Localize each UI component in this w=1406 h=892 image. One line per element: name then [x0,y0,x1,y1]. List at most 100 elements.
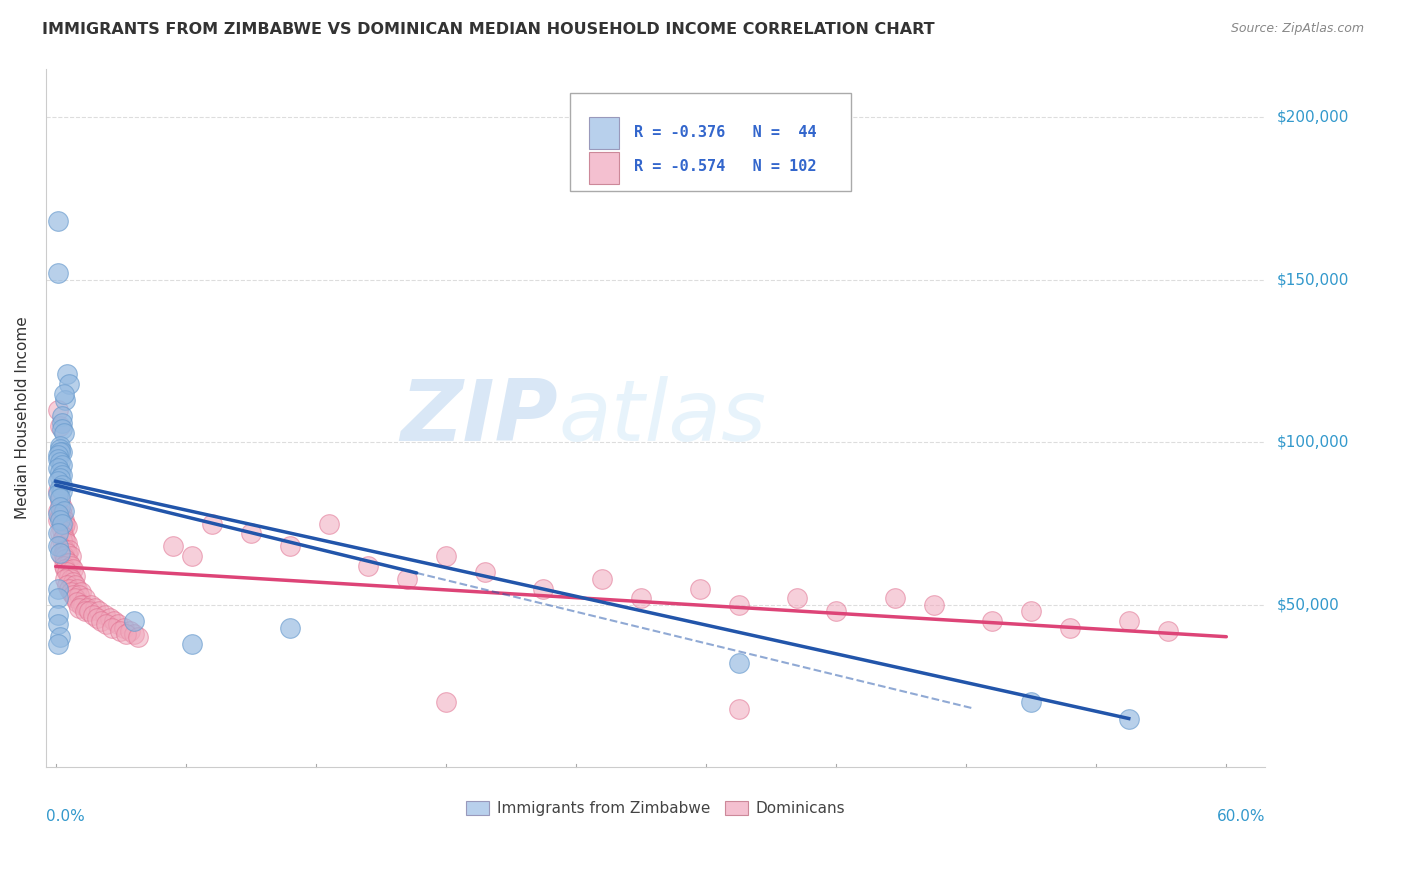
Point [122,627,145,641]
Point [48,445,70,459]
Point [52,503,75,517]
Point [70,584,93,599]
Point [65,568,87,582]
Point [51,549,73,563]
Point [55,392,77,407]
Point [46,487,69,501]
Point [51,523,73,537]
Point [48,465,70,479]
Point [115,627,138,641]
Point [108,624,131,638]
Point [52,529,75,543]
Point [112,620,135,634]
Point [73,604,96,618]
Point [48,481,70,495]
Text: Source: ZipAtlas.com: Source: ZipAtlas.com [1230,22,1364,36]
Point [65,578,87,592]
Point [67,588,90,602]
Point [46,475,69,489]
Point [73,591,96,606]
Point [98,611,121,625]
Point [51,458,73,472]
Point [60,572,83,586]
Point [434,549,457,563]
Point [55,516,77,531]
Point [51,516,73,531]
Point [52,542,75,557]
Point [533,582,555,596]
Point [51,416,73,430]
Point [52,513,75,527]
Point [60,558,83,573]
Point [56,546,79,560]
Point [101,620,124,634]
Point [93,607,115,622]
Point [51,483,73,498]
Point [56,367,79,381]
Point [51,533,73,547]
Point [51,467,73,482]
Point [278,620,301,634]
Point [107,617,129,632]
Text: R = -0.376   N =  44: R = -0.376 N = 44 [634,125,817,140]
Point [46,461,69,475]
Point [118,624,141,638]
Point [48,493,70,508]
Point [55,542,77,557]
Point [46,513,69,527]
Point [83,601,105,615]
Point [46,483,69,498]
Point [51,477,73,491]
Point [67,601,90,615]
Point [51,422,73,436]
Point [62,574,84,589]
Point [318,516,340,531]
Point [395,572,418,586]
Point [82,607,104,622]
Point [55,552,77,566]
Point [51,507,73,521]
Point [52,520,75,534]
Point [58,376,80,391]
Point [278,539,301,553]
Point [48,419,70,434]
Point [1118,614,1140,628]
Point [96,617,118,632]
Point [474,566,496,580]
Point [51,500,73,515]
Point [51,445,73,459]
Point [58,556,80,570]
Point [122,614,145,628]
Point [56,566,79,580]
Point [65,591,87,606]
Point [727,598,749,612]
Point [181,549,204,563]
Point [55,562,77,576]
Point [48,513,70,527]
Point [48,442,70,456]
Point [46,637,69,651]
Point [46,448,69,462]
Point [52,549,75,563]
Point [70,598,93,612]
Point [201,516,224,531]
Point [62,588,84,602]
Point [46,617,69,632]
Point [434,695,457,709]
Point [46,214,69,228]
Point [56,578,79,592]
Point [1019,604,1042,618]
Point [52,386,75,401]
Text: atlas: atlas [558,376,766,459]
Point [46,539,69,553]
Point [48,438,70,452]
Point [66,582,89,596]
Point [51,409,73,424]
Point [591,572,613,586]
Point [46,526,69,541]
Point [46,507,69,521]
Text: 60.0%: 60.0% [1216,809,1265,824]
Point [76,601,98,615]
Point [1019,695,1042,709]
Point [58,568,80,582]
